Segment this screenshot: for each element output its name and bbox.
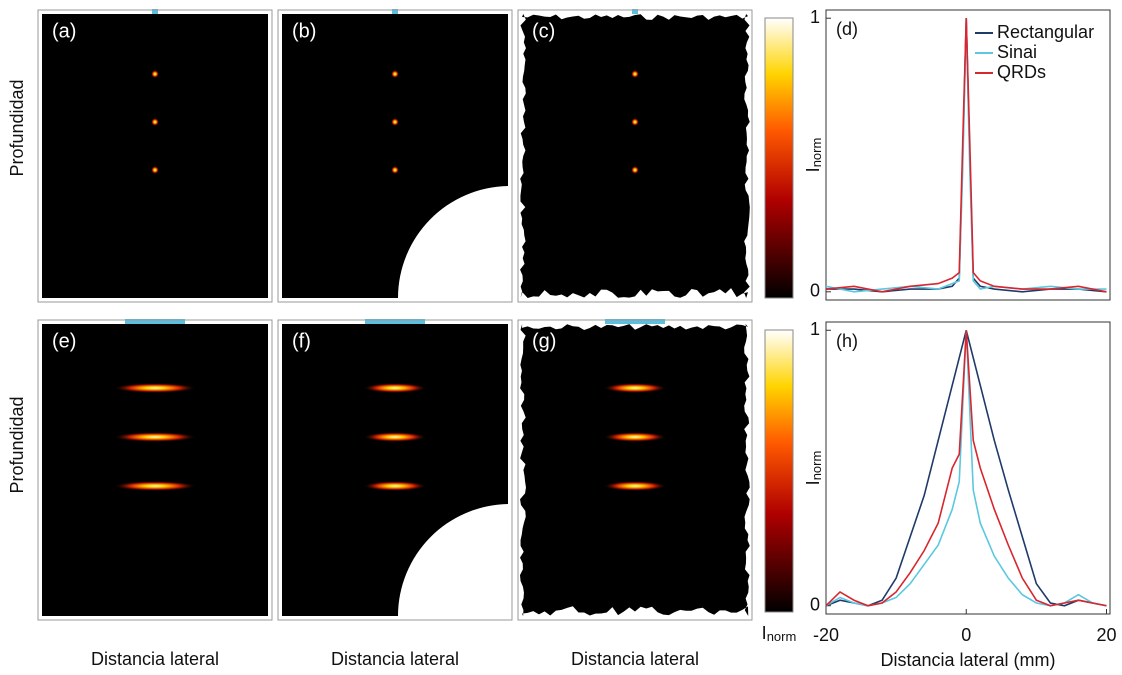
x-label: Distancia lateral (mm) — [880, 650, 1055, 670]
plot-label: (d) — [836, 19, 858, 39]
figure: Inorm Profundidad Profundidad Distancia … — [0, 0, 1122, 675]
panel-label: (g) — [532, 330, 556, 352]
panel-image — [520, 324, 750, 616]
row-label: Profundidad — [7, 396, 27, 493]
y-label-sub: norm — [809, 138, 824, 168]
legend-label: Sinai — [997, 42, 1037, 62]
row-label: Profundidad — [7, 79, 27, 176]
panel-image — [520, 14, 750, 298]
focal-spot — [631, 70, 639, 78]
focal-spot — [603, 383, 667, 393]
panel-image — [42, 324, 268, 616]
focal-spot — [391, 70, 399, 78]
y-tick-label: 0 — [810, 594, 820, 614]
x-tick-label: 0 — [961, 625, 971, 645]
focal-spot — [363, 383, 427, 393]
focal-spot — [151, 166, 159, 174]
x-label: Distancia lateral — [571, 649, 699, 669]
focal-spot — [363, 481, 427, 491]
plot-label: (h) — [836, 331, 858, 351]
y-label-sub: norm — [809, 451, 824, 481]
panel-image — [42, 14, 268, 298]
focal-spot — [151, 70, 159, 78]
colorbar-label-sub: norm — [767, 629, 797, 644]
colorbar-label: Inorm — [762, 623, 797, 645]
focal-spot — [391, 118, 399, 126]
y-tick-label: 0 — [810, 281, 820, 301]
panel-label: (e) — [52, 330, 76, 352]
y-label: Inorm — [803, 138, 825, 173]
x-label: Distancia lateral — [91, 649, 219, 669]
colorbar — [765, 330, 793, 612]
x-tick-label: -20 — [813, 625, 839, 645]
focal-spot — [603, 432, 667, 442]
panel-label: (f) — [292, 330, 311, 352]
focal-spot — [631, 166, 639, 174]
y-tick-label: 1 — [810, 319, 820, 339]
focal-spot — [113, 383, 197, 393]
panel-label: (b) — [292, 20, 316, 42]
focal-spot — [391, 166, 399, 174]
focal-spot — [631, 118, 639, 126]
legend-label: Rectangular — [997, 22, 1094, 42]
focal-spot — [363, 432, 427, 442]
panel-label: (a) — [52, 20, 76, 42]
y-label: Inorm — [803, 451, 825, 486]
focal-spot — [603, 481, 667, 491]
legend-label: QRDs — [997, 62, 1046, 82]
panel-label: (c) — [532, 20, 555, 42]
x-label: Distancia lateral — [331, 649, 459, 669]
colorbar — [765, 18, 793, 298]
focal-spot — [151, 118, 159, 126]
x-tick-label: 20 — [1096, 625, 1116, 645]
focal-spot — [113, 481, 197, 491]
y-tick-label: 1 — [810, 7, 820, 27]
focal-spot — [113, 432, 197, 442]
